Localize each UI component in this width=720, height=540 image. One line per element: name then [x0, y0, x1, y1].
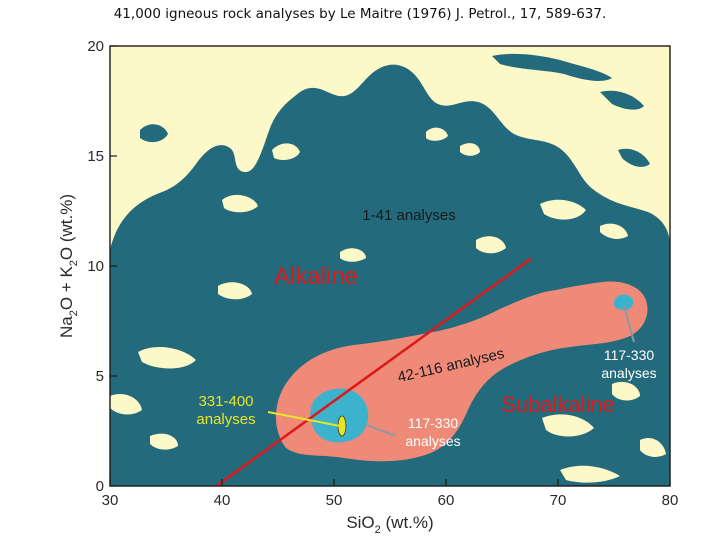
x-tick-label: 50 [326, 492, 343, 509]
alkaline-subalkaline-divider [215, 258, 532, 486]
contour-1-41-main [110, 64, 670, 486]
label-peak-line1: 331-400 [198, 393, 253, 410]
contour-1-41-blob-left [140, 124, 168, 143]
y-tick-label: 0 [96, 478, 104, 495]
label-high-right-line2: analyses [601, 365, 656, 381]
y-tick-label: 15 [87, 148, 104, 165]
x-tick-label: 60 [438, 492, 455, 509]
label-alkaline: Alkaline [274, 263, 358, 290]
x-tick-label: 30 [102, 492, 119, 509]
y-tick-label: 20 [87, 38, 104, 55]
label-high-left-line1: 117-330 [408, 415, 459, 431]
label-high-left-line2: analyses [405, 433, 460, 449]
contour-117-330-left [310, 388, 369, 443]
label-peak-line2: analyses [196, 411, 255, 428]
y-tick-label: 10 [87, 258, 104, 275]
contour-1-41-blob-topright [600, 90, 644, 110]
contour-1-41-blob-right [618, 148, 650, 167]
pointer-331-400 [267, 411, 341, 427]
y-tick-label: 5 [96, 368, 104, 385]
contour-117-330-right [613, 294, 634, 311]
low-density-gaps [110, 53, 666, 483]
pointer-117-330-left [363, 423, 397, 437]
contour-1-41-blob-top [492, 53, 612, 81]
x-tick-label: 40 [214, 492, 231, 509]
label-high-right-line1: 117-330 [604, 347, 655, 363]
x-tick-label: 80 [662, 492, 679, 509]
axis-ticks: 30 40 50 60 70 80 0 5 10 15 20 [87, 38, 678, 509]
pointer-117-330-right [623, 305, 635, 343]
label-subalkaline: Subalkaline [501, 392, 615, 417]
label-low-density: 1-41 analyses [362, 207, 455, 224]
x-axis-label: SiO2 (wt.%) [346, 513, 433, 536]
slide-title: 41,000 igneous rock analyses by Le Maitr… [113, 6, 607, 22]
y-axis-label: Na2O + K2O (wt.%) [57, 194, 80, 338]
contour-42-116 [275, 281, 648, 462]
density-contours [110, 53, 670, 486]
x-tick-label: 70 [550, 492, 567, 509]
